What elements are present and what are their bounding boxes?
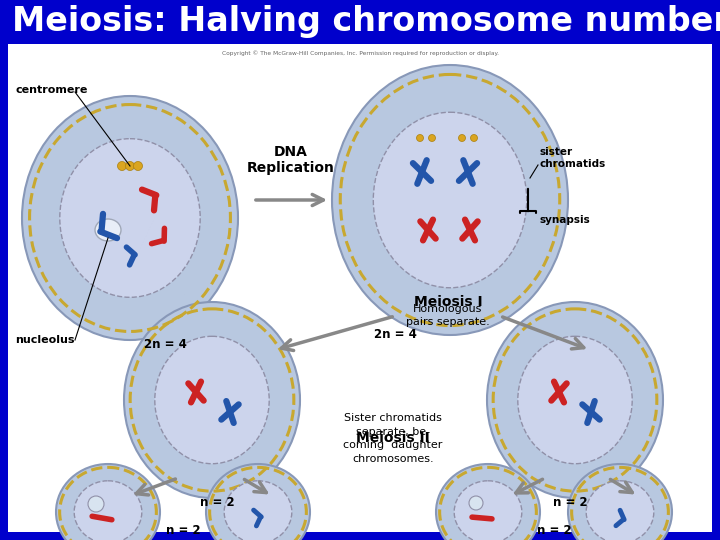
- Text: Copyright © The McGraw-Hill Companies, Inc. Permission required for reproduction: Copyright © The McGraw-Hill Companies, I…: [222, 50, 498, 56]
- Ellipse shape: [60, 139, 200, 298]
- Ellipse shape: [518, 336, 632, 464]
- Text: sister
chromatids: sister chromatids: [540, 147, 606, 169]
- Circle shape: [416, 134, 423, 141]
- Circle shape: [469, 496, 483, 510]
- Circle shape: [125, 161, 135, 171]
- Ellipse shape: [332, 65, 568, 335]
- Text: 2n = 4: 2n = 4: [143, 338, 186, 351]
- Text: Meiosis II: Meiosis II: [356, 431, 430, 445]
- Ellipse shape: [373, 112, 527, 288]
- Ellipse shape: [568, 464, 672, 540]
- Ellipse shape: [487, 302, 663, 498]
- Text: 2n = 4: 2n = 4: [374, 328, 416, 341]
- Text: Homologous
pairs separate.: Homologous pairs separate.: [406, 304, 490, 327]
- Text: Meiosis: Halving chromosome number: Meiosis: Halving chromosome number: [12, 5, 720, 38]
- Circle shape: [459, 134, 466, 141]
- Ellipse shape: [74, 481, 142, 540]
- Circle shape: [428, 134, 436, 141]
- Circle shape: [133, 161, 143, 171]
- Circle shape: [117, 161, 127, 171]
- Ellipse shape: [224, 481, 292, 540]
- Ellipse shape: [155, 336, 269, 464]
- Ellipse shape: [95, 219, 121, 241]
- Ellipse shape: [56, 464, 160, 540]
- Circle shape: [470, 134, 477, 141]
- Ellipse shape: [436, 464, 540, 540]
- Ellipse shape: [586, 481, 654, 540]
- Ellipse shape: [206, 464, 310, 540]
- Text: n = 2: n = 2: [166, 524, 200, 537]
- Circle shape: [88, 496, 104, 512]
- Text: Sister chromatids
separate, be-
coming  daughter
chromosomes.: Sister chromatids separate, be- coming d…: [343, 413, 443, 464]
- Text: centromere: centromere: [15, 85, 87, 95]
- Text: n = 2: n = 2: [199, 496, 234, 509]
- Ellipse shape: [454, 481, 522, 540]
- Text: DNA
Replication: DNA Replication: [247, 145, 335, 175]
- Text: Meiosis I: Meiosis I: [414, 295, 482, 309]
- Ellipse shape: [124, 302, 300, 498]
- Text: nucleolus: nucleolus: [15, 335, 74, 345]
- Text: synapsis: synapsis: [540, 215, 590, 225]
- Text: n = 2: n = 2: [553, 496, 588, 509]
- Text: n = 2: n = 2: [536, 524, 571, 537]
- Ellipse shape: [22, 96, 238, 340]
